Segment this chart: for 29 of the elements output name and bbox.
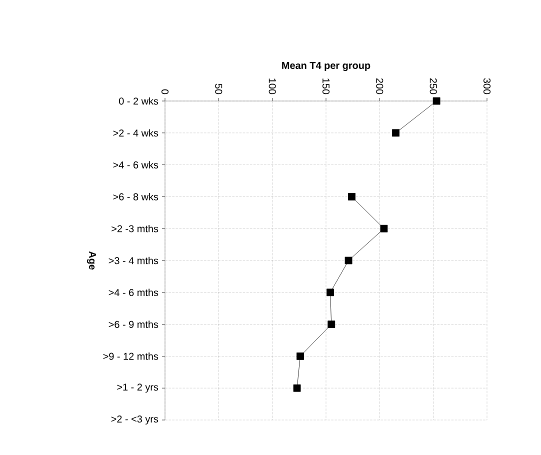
x-tick-label: 300 [483,78,491,94]
y-tick-label: >2 - 4 wks [113,129,158,137]
y-tick-label: >4 - 6 wks [113,161,158,168]
point [344,256,352,264]
point [432,97,440,105]
point [328,320,336,328]
x-axis-title: Mean T4 per group [282,62,370,72]
x-tick-label: 50 [215,84,222,94]
y-tick-label: 0 - 2 wks [119,97,158,105]
y-tick-label: >6 - 8 wks [113,193,158,200]
y-tick-label: >2 - <3 yrs [111,415,158,425]
y-tick-label: >3 - 4 mths [108,256,158,264]
y-axis-title: Age [87,251,96,270]
x-tick-label: 0 [161,89,169,94]
point [380,224,388,232]
x-tick-label: 100 [268,78,276,94]
point [326,288,334,296]
y-tick-label: >9 - 12 mths [103,352,158,360]
point [296,352,304,360]
point [392,129,400,137]
x-tick-label: 250 [430,78,437,94]
x-tick-label: 200 [376,78,384,94]
y-tick-label: >4 - 6 mths [108,288,158,296]
x-tick-label: 150 [322,78,330,94]
y-tick-label: >6 - 9 mths [108,320,158,328]
point [293,384,301,392]
y-tick-label: >1 - 2 yrs [117,384,158,393]
point [348,193,356,200]
y-tick-label: >2 -3 mths [112,224,158,232]
